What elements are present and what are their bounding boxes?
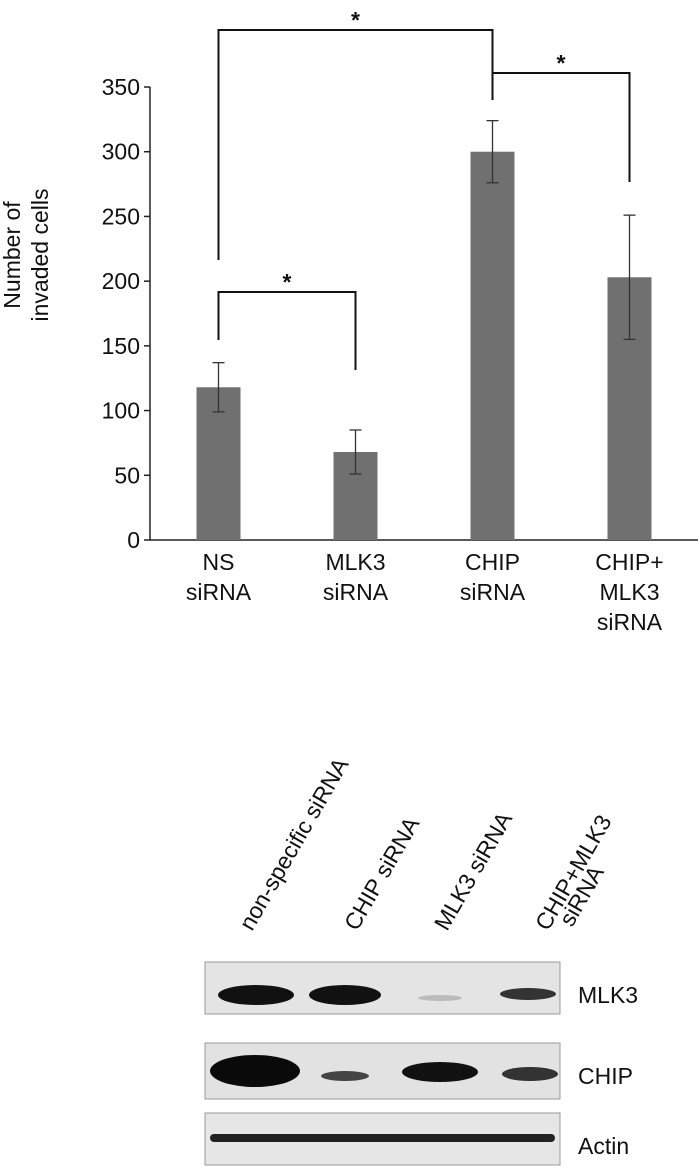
x-tick-label-line: siRNA bbox=[186, 579, 252, 605]
significance-star: * bbox=[557, 50, 566, 76]
western-blot bbox=[204, 961, 561, 1166]
band bbox=[210, 1134, 555, 1142]
x-tick-label-line: siRNA bbox=[597, 609, 663, 635]
significance-bracket bbox=[217, 291, 357, 370]
y-tick-label: 200 bbox=[102, 268, 140, 294]
y-tick-label: 350 bbox=[102, 74, 140, 100]
x-tick-label-line: MLK3 bbox=[599, 579, 659, 605]
band bbox=[321, 1071, 369, 1081]
x-tick-label-line: siRNA bbox=[323, 579, 389, 605]
significance-bracket bbox=[217, 29, 494, 260]
y-tick-label: 0 bbox=[127, 527, 140, 553]
row-label: Actin bbox=[578, 1133, 629, 1159]
x-tick-label: CHIP+ MLK3 siRNA bbox=[595, 549, 663, 635]
x-tick-label: MLK3 siRNA bbox=[323, 549, 389, 605]
x-tick-label-line: NS bbox=[203, 549, 235, 575]
x-tick-label-line: MLK3 bbox=[325, 549, 385, 575]
band bbox=[418, 995, 462, 1001]
y-axis-title: invaded cells bbox=[27, 189, 53, 322]
bar bbox=[470, 151, 515, 540]
band bbox=[210, 1055, 300, 1087]
lane-label: MLK3 siRNA bbox=[429, 807, 518, 935]
x-tick-label-line: siRNA bbox=[460, 579, 526, 605]
lane-label: non-specific siRNA bbox=[234, 753, 354, 935]
y-tick-label: 250 bbox=[102, 203, 140, 229]
significance-star: * bbox=[351, 7, 360, 33]
bar bbox=[196, 387, 241, 540]
x-tick-label-line: CHIP+ bbox=[595, 549, 663, 575]
x-tick-label: NS siRNA bbox=[186, 549, 252, 605]
y-tick-label: 150 bbox=[102, 333, 140, 359]
row-label: CHIP bbox=[578, 1063, 633, 1089]
y-tick-label: 50 bbox=[114, 462, 140, 488]
significance-star: * bbox=[283, 269, 292, 295]
y-axis-title: Number of bbox=[0, 201, 25, 309]
lane-label: CHIP siRNA bbox=[339, 812, 425, 935]
significance-bracket bbox=[491, 72, 631, 182]
y-tick-label: 300 bbox=[102, 139, 140, 165]
x-tick-label: CHIP siRNA bbox=[460, 549, 526, 605]
band bbox=[502, 1067, 558, 1081]
x-tick-label-line: CHIP bbox=[465, 549, 520, 575]
band bbox=[309, 985, 381, 1005]
band bbox=[402, 1062, 478, 1082]
band bbox=[500, 988, 556, 1000]
y-tick-label: 100 bbox=[102, 398, 140, 424]
row-label: MLK3 bbox=[578, 982, 638, 1008]
band bbox=[218, 985, 294, 1005]
